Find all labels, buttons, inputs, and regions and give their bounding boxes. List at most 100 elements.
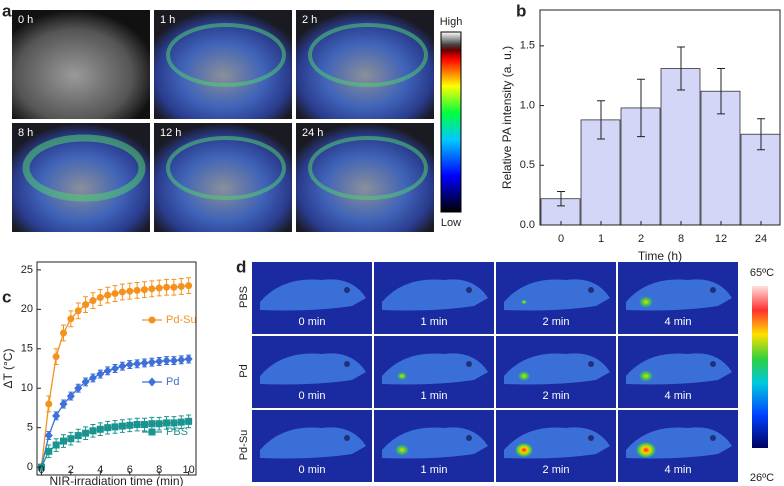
panel-label: d — [236, 257, 246, 276]
marker — [162, 356, 171, 366]
colorbar-max: 65ºC — [750, 267, 774, 279]
marker — [170, 283, 178, 291]
marker — [111, 423, 119, 431]
marker — [155, 356, 164, 366]
marker — [45, 447, 53, 455]
marker — [170, 419, 178, 427]
marker — [81, 377, 90, 387]
error-bar — [557, 191, 565, 207]
marker — [118, 361, 127, 371]
x-tick-label: 8 — [678, 233, 684, 245]
legend-marker — [148, 316, 156, 324]
mouse-eye — [710, 287, 716, 293]
time-label: 0 min — [299, 390, 326, 402]
marker — [60, 329, 67, 337]
panel-label: a — [2, 1, 12, 20]
row-label: Pd — [238, 364, 250, 377]
marker — [111, 290, 119, 298]
marker — [67, 435, 75, 443]
legend-marker — [148, 428, 156, 436]
marker — [88, 373, 97, 383]
marker — [140, 358, 149, 368]
heat-spot — [639, 296, 653, 308]
row-label: Pd-Su — [238, 430, 250, 461]
time-label: 0 h — [18, 14, 33, 26]
x-tick-label: 1 — [598, 233, 604, 245]
mouse-eye — [466, 361, 472, 367]
mouse-eye — [588, 361, 594, 367]
error-bar — [597, 100, 605, 140]
colorbar-low: Low — [441, 217, 461, 229]
legend-label: Pd — [166, 376, 179, 388]
mouse-eye — [588, 287, 594, 293]
plot-frame — [36, 261, 197, 476]
colorbar-high: High — [440, 16, 463, 28]
marker — [89, 297, 97, 305]
error-bar — [757, 118, 765, 151]
tumor-rim — [308, 23, 428, 87]
marker — [148, 285, 156, 293]
y-tick-label: 1.5 — [520, 40, 535, 52]
marker — [155, 284, 163, 292]
time-label: 1 min — [421, 464, 448, 476]
marker — [177, 355, 186, 365]
bar — [660, 68, 701, 226]
y-axis-label: ΔT (°C) — [1, 349, 15, 389]
mouse-eye — [588, 435, 594, 441]
marker — [185, 417, 193, 425]
marker — [155, 420, 163, 428]
y-tick-label: 15 — [21, 343, 33, 355]
y-tick-label: 20 — [21, 303, 33, 315]
marker — [140, 421, 148, 429]
time-label: 24 h — [302, 127, 323, 139]
marker — [133, 359, 142, 369]
x-tick-label: 24 — [755, 233, 767, 245]
marker — [133, 421, 141, 429]
heat-spot — [515, 442, 533, 458]
marker — [185, 282, 193, 290]
mouse-eye — [466, 435, 472, 441]
marker — [177, 418, 185, 426]
marker — [177, 282, 185, 290]
mouse-eye — [344, 435, 350, 441]
mouse-eye — [466, 287, 472, 293]
error-bar — [677, 46, 685, 91]
legend-marker — [148, 377, 156, 387]
marker — [37, 463, 45, 471]
x-tick-label: 6 — [127, 464, 133, 476]
marker — [118, 288, 126, 296]
marker — [104, 424, 112, 432]
tumor-rim — [166, 136, 286, 200]
legend-label: PBS — [166, 426, 188, 438]
x-tick-label: 10 — [183, 464, 195, 476]
mouse-body — [260, 279, 366, 311]
x-tick-label: 12 — [715, 233, 727, 245]
pa-image — [296, 10, 434, 119]
y-tick-label: 1.0 — [520, 99, 535, 111]
mouse-body — [260, 427, 366, 459]
time-label: 0 min — [299, 316, 326, 328]
marker — [52, 353, 60, 361]
time-label: 1 min — [421, 390, 448, 402]
x-axis-label: Time (h) — [638, 249, 682, 263]
time-label: 4 min — [665, 390, 692, 402]
marker — [184, 354, 193, 364]
heat-spot — [397, 372, 407, 380]
heat-spot — [395, 444, 409, 456]
colorbar — [752, 286, 768, 448]
time-label: 2 min — [543, 390, 570, 402]
pa-image — [154, 10, 292, 119]
marker — [140, 286, 148, 294]
marker — [60, 437, 67, 445]
mouse-eye — [344, 287, 350, 293]
marker — [52, 411, 61, 421]
marker — [52, 441, 60, 449]
marker — [133, 286, 141, 294]
heat-spot — [636, 442, 656, 458]
y-tick-label: 0.0 — [520, 219, 535, 231]
error-bar — [637, 78, 645, 138]
x-tick-label: 0 — [558, 233, 564, 245]
error-bar — [717, 68, 725, 115]
mouse-eye — [710, 435, 716, 441]
